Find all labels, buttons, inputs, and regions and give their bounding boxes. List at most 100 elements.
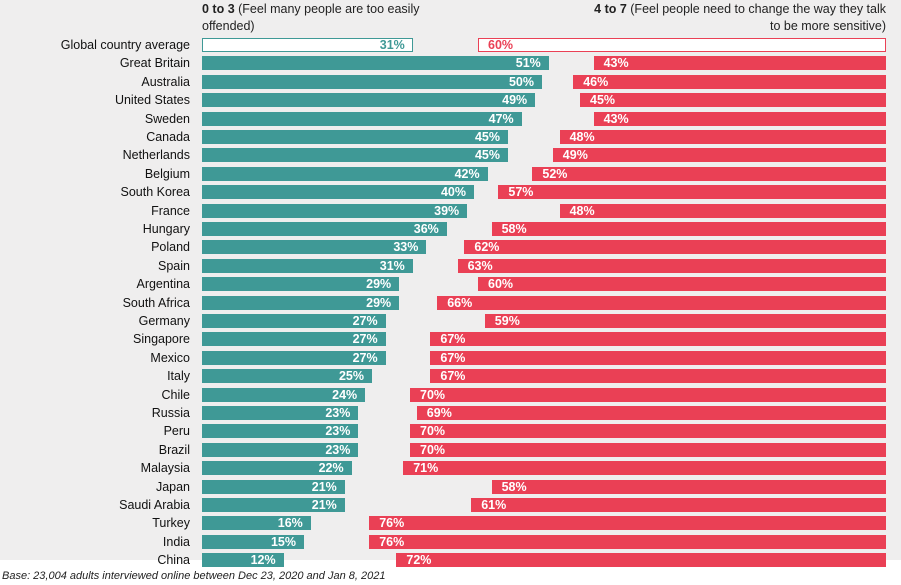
category-label: Brazil xyxy=(158,443,190,457)
left-value-label: 29% xyxy=(366,277,392,291)
left-value-label: 21% xyxy=(311,480,337,494)
left-bar xyxy=(202,130,508,144)
left-header-text: (Feel many people are too easily offende… xyxy=(202,2,420,33)
right-value-label: 58% xyxy=(501,480,527,494)
left-bar xyxy=(202,93,536,107)
category-label: Malaysia xyxy=(140,461,190,475)
left-bar xyxy=(202,406,359,420)
right-value-label: 46% xyxy=(583,75,609,89)
right-bar xyxy=(478,277,886,291)
left-value-label: 22% xyxy=(318,461,344,475)
right-value-label: 76% xyxy=(379,535,405,549)
category-label: Italy xyxy=(167,369,190,383)
right-bar xyxy=(580,93,886,107)
right-bar xyxy=(491,480,886,494)
left-bar xyxy=(202,56,549,70)
left-header: 0 to 3 (Feel many people are too easily … xyxy=(202,1,432,35)
left-bar xyxy=(202,332,386,346)
left-bar xyxy=(202,75,542,89)
left-value-label: 31% xyxy=(379,38,405,52)
left-value-label: 51% xyxy=(515,56,541,70)
category-label: Singapore xyxy=(133,332,190,346)
right-bar xyxy=(552,148,886,162)
right-bar xyxy=(369,516,886,530)
right-bar xyxy=(498,185,886,199)
right-value-label: 72% xyxy=(406,553,432,567)
right-value-label: 70% xyxy=(420,424,446,438)
right-bar xyxy=(464,240,886,254)
category-label: Chile xyxy=(161,388,191,402)
left-value-label: 36% xyxy=(413,222,439,236)
right-value-label: 52% xyxy=(542,167,568,181)
right-bar xyxy=(430,332,886,346)
right-bar xyxy=(573,75,886,89)
category-label: France xyxy=(151,204,190,218)
category-label: Germany xyxy=(138,314,190,328)
left-bar xyxy=(202,443,359,457)
category-label: Argentina xyxy=(136,277,190,291)
category-label: Turkey xyxy=(152,516,190,530)
left-bar xyxy=(202,516,311,530)
right-bar xyxy=(491,222,886,236)
left-bar xyxy=(202,112,522,126)
right-value-label: 69% xyxy=(426,406,452,420)
right-value-label: 43% xyxy=(603,56,629,70)
left-bar xyxy=(202,185,474,199)
category-label: Great Britain xyxy=(119,56,190,70)
right-header: 4 to 7 (Feel people need to change the w… xyxy=(586,1,886,35)
left-bar xyxy=(202,222,447,236)
right-bar xyxy=(430,351,886,365)
right-value-label: 70% xyxy=(420,388,446,402)
right-bar xyxy=(430,369,886,383)
left-bar xyxy=(202,204,468,218)
right-value-label: 67% xyxy=(440,351,466,365)
right-bar xyxy=(478,38,886,52)
left-bar xyxy=(202,38,413,52)
category-label: Sweden xyxy=(144,112,190,126)
left-value-label: 25% xyxy=(338,369,364,383)
left-bar xyxy=(202,553,284,567)
left-bar xyxy=(202,148,508,162)
right-value-label: 45% xyxy=(590,93,616,107)
category-label: Hungary xyxy=(142,222,190,236)
right-value-label: 62% xyxy=(474,240,500,254)
left-bar xyxy=(202,369,372,383)
right-bar xyxy=(410,443,886,457)
right-value-label: 76% xyxy=(379,516,405,530)
category-label: Mexico xyxy=(150,351,190,365)
left-value-label: 27% xyxy=(352,351,378,365)
category-label: Peru xyxy=(163,424,190,438)
left-bar xyxy=(202,424,359,438)
category-label: Australia xyxy=(141,75,190,89)
right-bar xyxy=(403,461,886,475)
category-label: South Korea xyxy=(120,185,191,199)
left-bar xyxy=(202,351,386,365)
left-bar xyxy=(202,277,400,291)
right-value-label: 61% xyxy=(481,498,507,512)
left-value-label: 12% xyxy=(250,553,276,567)
right-value-label: 58% xyxy=(501,222,527,236)
right-value-label: 66% xyxy=(447,296,473,310)
left-bar xyxy=(202,167,488,181)
left-bar xyxy=(202,535,304,549)
right-value-label: 48% xyxy=(569,204,595,218)
left-value-label: 27% xyxy=(352,314,378,328)
right-bar xyxy=(457,259,886,273)
left-value-label: 31% xyxy=(379,259,405,273)
left-value-label: 21% xyxy=(311,498,337,512)
right-value-label: 63% xyxy=(467,259,493,273)
right-value-label: 70% xyxy=(420,443,446,457)
right-value-label: 49% xyxy=(562,148,588,162)
right-bar xyxy=(437,296,886,310)
right-header-bold: 4 to 7 xyxy=(594,2,627,16)
left-value-label: 15% xyxy=(270,535,296,549)
right-bar xyxy=(410,424,886,438)
right-bar xyxy=(471,498,886,512)
right-value-label: 67% xyxy=(440,332,466,346)
right-value-label: 71% xyxy=(413,461,439,475)
left-header-bold: 0 to 3 xyxy=(202,2,235,16)
left-value-label: 47% xyxy=(488,112,514,126)
category-label: China xyxy=(157,553,190,567)
right-bar xyxy=(559,204,886,218)
right-value-label: 59% xyxy=(494,314,520,328)
